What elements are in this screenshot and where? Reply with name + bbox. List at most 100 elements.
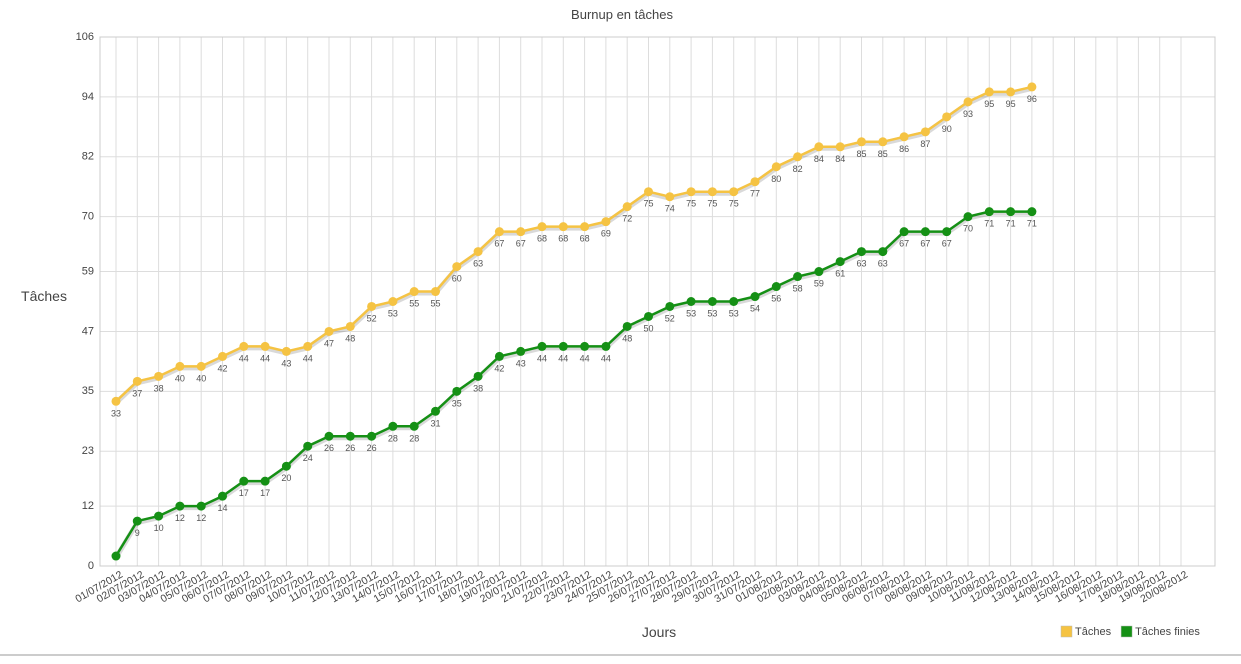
value-label: 58 bbox=[793, 284, 803, 294]
value-label: 10 bbox=[154, 523, 164, 533]
point bbox=[622, 202, 632, 212]
point bbox=[516, 227, 526, 237]
value-label: 68 bbox=[558, 234, 568, 244]
value-label: 44 bbox=[601, 353, 611, 363]
value-label: 71 bbox=[984, 219, 994, 229]
value-label: 85 bbox=[878, 149, 888, 159]
point bbox=[707, 187, 717, 197]
point bbox=[878, 137, 888, 147]
legend-swatch bbox=[1060, 625, 1073, 638]
point bbox=[239, 341, 249, 351]
point bbox=[452, 262, 462, 272]
value-label: 55 bbox=[430, 299, 440, 309]
point bbox=[303, 341, 313, 351]
point bbox=[1006, 207, 1016, 217]
point bbox=[473, 371, 483, 381]
value-label: 40 bbox=[175, 373, 185, 383]
value-label: 12 bbox=[175, 513, 185, 523]
legend-label: Tâches bbox=[1075, 626, 1112, 638]
point bbox=[281, 461, 291, 471]
value-label: 86 bbox=[899, 144, 909, 154]
point bbox=[835, 142, 845, 152]
y-tick-label: 82 bbox=[82, 151, 94, 163]
value-label: 44 bbox=[558, 353, 568, 363]
point bbox=[750, 177, 760, 187]
point bbox=[303, 441, 313, 451]
value-label: 85 bbox=[856, 149, 866, 159]
value-label: 69 bbox=[601, 229, 611, 239]
point bbox=[537, 222, 547, 232]
value-label: 68 bbox=[537, 234, 547, 244]
y-tick-label: 94 bbox=[82, 91, 94, 103]
point bbox=[920, 227, 930, 237]
point bbox=[644, 187, 653, 197]
point bbox=[388, 297, 398, 306]
point bbox=[154, 511, 164, 521]
value-label: 82 bbox=[793, 164, 803, 174]
value-label: 67 bbox=[516, 239, 526, 249]
value-label: 75 bbox=[643, 199, 653, 209]
y-tick-label: 12 bbox=[82, 500, 94, 512]
value-label: 55 bbox=[409, 299, 419, 309]
point bbox=[1006, 87, 1016, 97]
point bbox=[793, 152, 803, 162]
point bbox=[622, 321, 632, 331]
point bbox=[431, 406, 440, 416]
point bbox=[601, 341, 611, 351]
point bbox=[750, 292, 760, 302]
point bbox=[239, 476, 249, 486]
value-label: 90 bbox=[942, 124, 952, 134]
value-label: 59 bbox=[814, 279, 824, 289]
value-label: 24 bbox=[303, 453, 313, 463]
point bbox=[260, 476, 270, 486]
point bbox=[729, 297, 739, 306]
legend-label: Tâches finies bbox=[1135, 626, 1200, 638]
point bbox=[814, 142, 824, 152]
point bbox=[771, 282, 781, 292]
value-label: 48 bbox=[622, 333, 632, 343]
point bbox=[175, 361, 185, 371]
point bbox=[367, 431, 377, 441]
point bbox=[857, 137, 866, 147]
value-label: 63 bbox=[878, 259, 888, 269]
point bbox=[196, 361, 206, 371]
value-label: 12 bbox=[196, 513, 206, 523]
value-label: 74 bbox=[665, 204, 675, 214]
point bbox=[601, 217, 611, 227]
point bbox=[345, 321, 355, 331]
point bbox=[537, 341, 547, 351]
point bbox=[260, 341, 270, 351]
value-label: 43 bbox=[516, 358, 526, 368]
point bbox=[218, 491, 227, 501]
value-label: 71 bbox=[1027, 219, 1037, 229]
point bbox=[388, 421, 398, 431]
value-label: 42 bbox=[494, 363, 504, 373]
y-tick-label: 0 bbox=[88, 560, 94, 572]
point bbox=[558, 222, 568, 232]
value-label: 53 bbox=[707, 309, 717, 319]
point bbox=[154, 371, 164, 381]
value-label: 43 bbox=[281, 358, 291, 368]
point bbox=[111, 396, 121, 406]
value-label: 95 bbox=[1006, 99, 1016, 109]
value-label: 44 bbox=[537, 353, 547, 363]
point bbox=[281, 346, 291, 356]
value-label: 44 bbox=[239, 353, 249, 363]
value-label: 40 bbox=[196, 373, 206, 383]
value-label: 80 bbox=[771, 174, 781, 184]
value-label: 70 bbox=[963, 224, 973, 234]
point bbox=[984, 207, 994, 217]
value-label: 54 bbox=[750, 304, 760, 314]
value-label: 53 bbox=[686, 309, 696, 319]
point bbox=[409, 421, 419, 431]
point bbox=[686, 187, 696, 197]
value-label: 50 bbox=[643, 323, 653, 333]
point bbox=[516, 346, 526, 356]
value-label: 38 bbox=[473, 383, 483, 393]
point bbox=[345, 431, 355, 441]
point bbox=[920, 127, 930, 137]
value-label: 53 bbox=[729, 309, 739, 319]
value-label: 67 bbox=[899, 239, 909, 249]
point bbox=[857, 247, 866, 257]
